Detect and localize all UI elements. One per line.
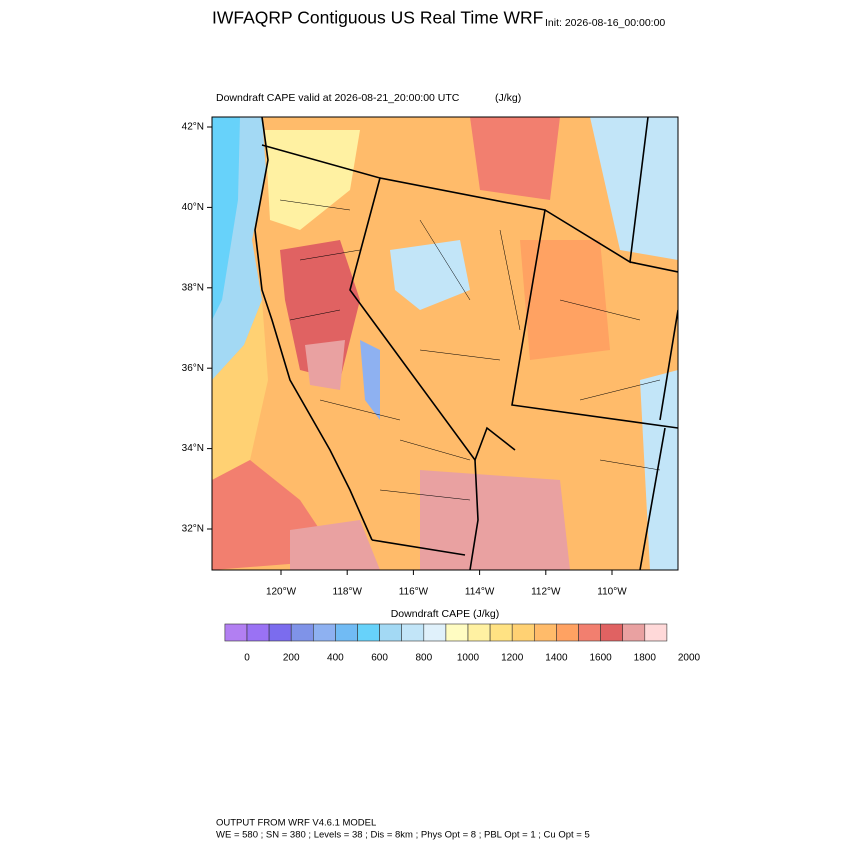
- field-patch: [305, 340, 345, 390]
- colorbar-box: [335, 623, 358, 642]
- lat-label: 40°N: [182, 202, 204, 213]
- axis-labels: 42°N 40°N 38°N 36°N 34°N 32°N 120°W 118°W 116°W 1…: [182, 122, 628, 598]
- colorbar-box: [357, 623, 380, 642]
- colorbar-box: [312, 623, 336, 642]
- lat-label: 36°N: [182, 363, 204, 374]
- field-patch: [390, 240, 470, 310]
- colorbar-box: [268, 623, 292, 642]
- colorbar-label: 1000: [457, 653, 480, 664]
- colorbar-box: [556, 623, 579, 642]
- colorbar-label: 1600: [589, 653, 612, 664]
- colorbar-box: [578, 623, 601, 642]
- colorbar-title: Downdraft CAPE (J/kg): [391, 608, 500, 620]
- field-patch: [360, 340, 380, 420]
- lat-label: 42°N: [182, 122, 204, 133]
- lon-label: 110°W: [597, 587, 627, 598]
- colorbar-box: [600, 623, 623, 642]
- colorbar-box: [224, 623, 248, 642]
- lat-label: 32°N: [182, 524, 204, 535]
- county-lines: [279, 199, 661, 501]
- colorbar-label: 600: [371, 653, 388, 664]
- lat-label: 38°N: [182, 282, 204, 293]
- borders: [254, 117, 678, 570]
- colorbar-label: 200: [283, 653, 300, 664]
- field-patch: [470, 117, 560, 200]
- colorbar-label: 1200: [501, 653, 524, 664]
- colorbar-box: [533, 623, 557, 642]
- footer-settings: WE = 580 ; SN = 380 ; Levels = 38 ; Dis …: [216, 830, 590, 841]
- ocean-deep: [212, 117, 240, 320]
- field-patch: [420, 470, 570, 570]
- colorbar-label: 0: [244, 653, 250, 664]
- field-patch: [290, 520, 380, 570]
- colorbar-label: 800: [415, 653, 432, 664]
- colorbar-label: 2000: [678, 653, 701, 664]
- lat-label: 34°N: [182, 443, 204, 454]
- title: IWFAQRP Contiguous US Real Time WRF: [212, 8, 543, 28]
- footer-model: OUTPUT FROM WRF V4.6.1 MODEL: [216, 818, 376, 829]
- lon-label: 116°W: [399, 587, 429, 598]
- map-subtitle: Downdraft CAPE valid at 2026-08-21_20:00…: [216, 92, 460, 104]
- colorbar-label: 1800: [634, 653, 657, 664]
- field-patch: [265, 130, 360, 230]
- lon-label: 120°W: [266, 587, 297, 598]
- colorbar: 0 200 400 600 800 1000 1200 1400 1600 1800 2000: [224, 623, 701, 664]
- colorbar-box: [246, 623, 270, 642]
- field-patch: [520, 240, 610, 360]
- colorbar-box: [423, 623, 447, 642]
- colorbar-box: [622, 623, 646, 642]
- map-units: (J/kg): [495, 92, 521, 104]
- init-time: Init: 2026-08-16_00:00:00: [545, 17, 665, 29]
- field-patch: [590, 117, 678, 260]
- lon-label: 114°W: [465, 587, 495, 598]
- lon-label: 118°W: [333, 587, 363, 598]
- colorbar-box: [511, 623, 535, 642]
- colorbar-box: [489, 623, 513, 642]
- map-field: [212, 117, 678, 570]
- colorbar-box: [290, 623, 314, 642]
- colorbar-box: [445, 623, 469, 642]
- lon-label: 112°W: [531, 587, 561, 598]
- colorbar-box: [467, 623, 491, 642]
- colorbar-label: 1400: [545, 653, 568, 664]
- colorbar-box: [644, 623, 668, 642]
- ocean-south: [212, 300, 268, 480]
- map-frame: [211, 116, 679, 571]
- colorbar-box: [401, 623, 425, 642]
- colorbar-label: 400: [327, 653, 344, 664]
- colorbar-box: [379, 623, 403, 642]
